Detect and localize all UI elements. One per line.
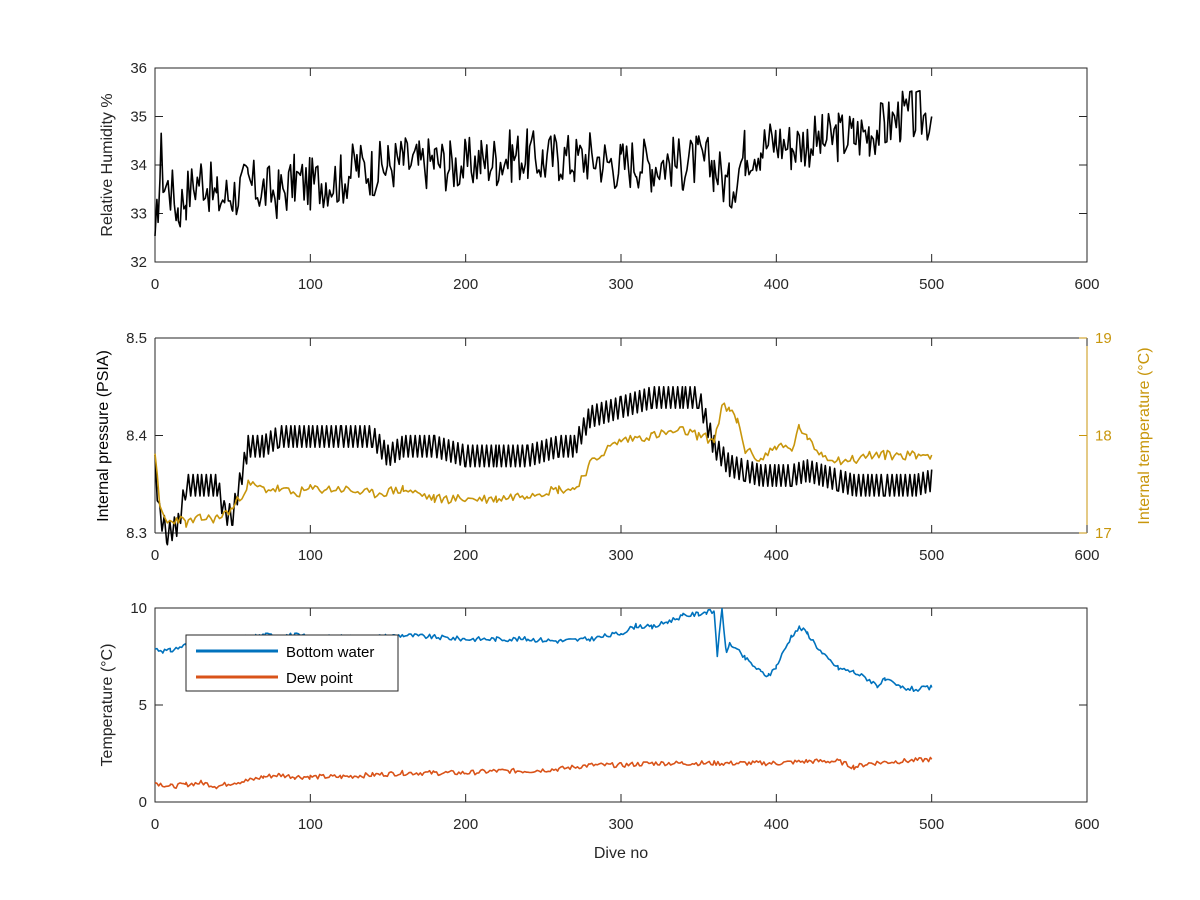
series-line-internal-temperature <box>154 402 933 528</box>
y-tick-label: 33 <box>130 206 147 223</box>
x-tick-label: 600 <box>1074 276 1099 293</box>
x-tick-label: 500 <box>919 276 944 293</box>
legend: Bottom water Dew point <box>185 634 399 692</box>
humidity-x-ticks: 0 100 200 300 400 500 600 <box>151 68 1100 293</box>
series-line-pressure <box>154 385 933 546</box>
temperature-y-axis-label: Temperature (°C) <box>99 644 116 767</box>
y-tick-label: 34 <box>130 157 147 174</box>
y-tick-label: 36 <box>130 60 147 77</box>
x-tick-label: 400 <box>764 547 789 564</box>
y-tick-label: 8.3 <box>126 525 147 542</box>
pressure-plot-area <box>154 385 933 546</box>
y-tick-label: 0 <box>139 794 147 811</box>
x-tick-label: 200 <box>453 547 478 564</box>
x-tick-label: 300 <box>608 547 633 564</box>
temperature-x-ticks: 0 100 200 300 400 500 600 <box>151 608 1100 833</box>
x-tick-label: 100 <box>298 816 323 833</box>
temperature-right-ticks: 17 18 19 <box>1079 330 1112 542</box>
x-tick-label: 500 <box>919 547 944 564</box>
temperature-y-ticks: 0 5 10 <box>130 600 1087 811</box>
legend-box <box>185 634 399 692</box>
x-tick-label: 500 <box>919 816 944 833</box>
y-tick-label: 10 <box>130 600 147 617</box>
x-tick-label: 200 <box>453 816 478 833</box>
x-tick-label: 0 <box>151 547 159 564</box>
y-tick-label: 32 <box>130 254 147 271</box>
y-tick-label: 35 <box>130 109 147 126</box>
series-line-humidity <box>154 90 933 237</box>
x-tick-label: 400 <box>764 816 789 833</box>
y-tick-label: 8.5 <box>126 330 147 347</box>
right-tick-label: 19 <box>1095 330 1112 347</box>
x-tick-label: 300 <box>608 276 633 293</box>
humidity-plot-area <box>154 90 933 237</box>
pressure-y-axis-label: Internal pressure (PSIA) <box>95 350 112 522</box>
humidity-y-axis-label: Relative Humidity % <box>99 93 116 236</box>
temperature-right-axis-label: Internal temperature (°C) <box>1136 347 1153 524</box>
x-tick-label: 0 <box>151 816 159 833</box>
x-axis-label: Dive no <box>594 845 648 862</box>
x-tick-label: 200 <box>453 276 478 293</box>
x-tick-label: 600 <box>1074 816 1099 833</box>
right-tick-label: 18 <box>1095 428 1112 445</box>
legend-label-bottom-water: Bottom water <box>286 644 374 661</box>
x-tick-label: 0 <box>151 276 159 293</box>
series-line-dew-point <box>154 756 933 790</box>
x-tick-label: 100 <box>298 276 323 293</box>
legend-label-dew-point: Dew point <box>286 670 354 687</box>
x-tick-label: 400 <box>764 276 789 293</box>
pressure-y-ticks: 8.3 8.4 8.5 <box>126 330 163 542</box>
x-tick-label: 600 <box>1074 547 1099 564</box>
humidity-y-ticks: 32 33 34 35 36 <box>130 60 1087 271</box>
x-tick-label: 300 <box>608 816 633 833</box>
x-tick-label: 100 <box>298 547 323 564</box>
pressure-x-ticks: 0 100 200 300 400 500 600 <box>151 338 1100 564</box>
pressure-panel: 0 100 200 300 400 500 600 8.3 8.4 8.5 17 18 19 Int… <box>95 330 1153 564</box>
humidity-panel: 0 100 200 300 400 500 600 32 33 34 35 36 Relative … <box>99 60 1100 293</box>
y-tick-label: 8.4 <box>126 428 147 445</box>
right-tick-label: 17 <box>1095 525 1112 542</box>
temperature-panel: 0 100 200 300 400 500 600 0 5 10 Temperature (°C… <box>99 600 1100 862</box>
y-tick-label: 5 <box>139 697 147 714</box>
